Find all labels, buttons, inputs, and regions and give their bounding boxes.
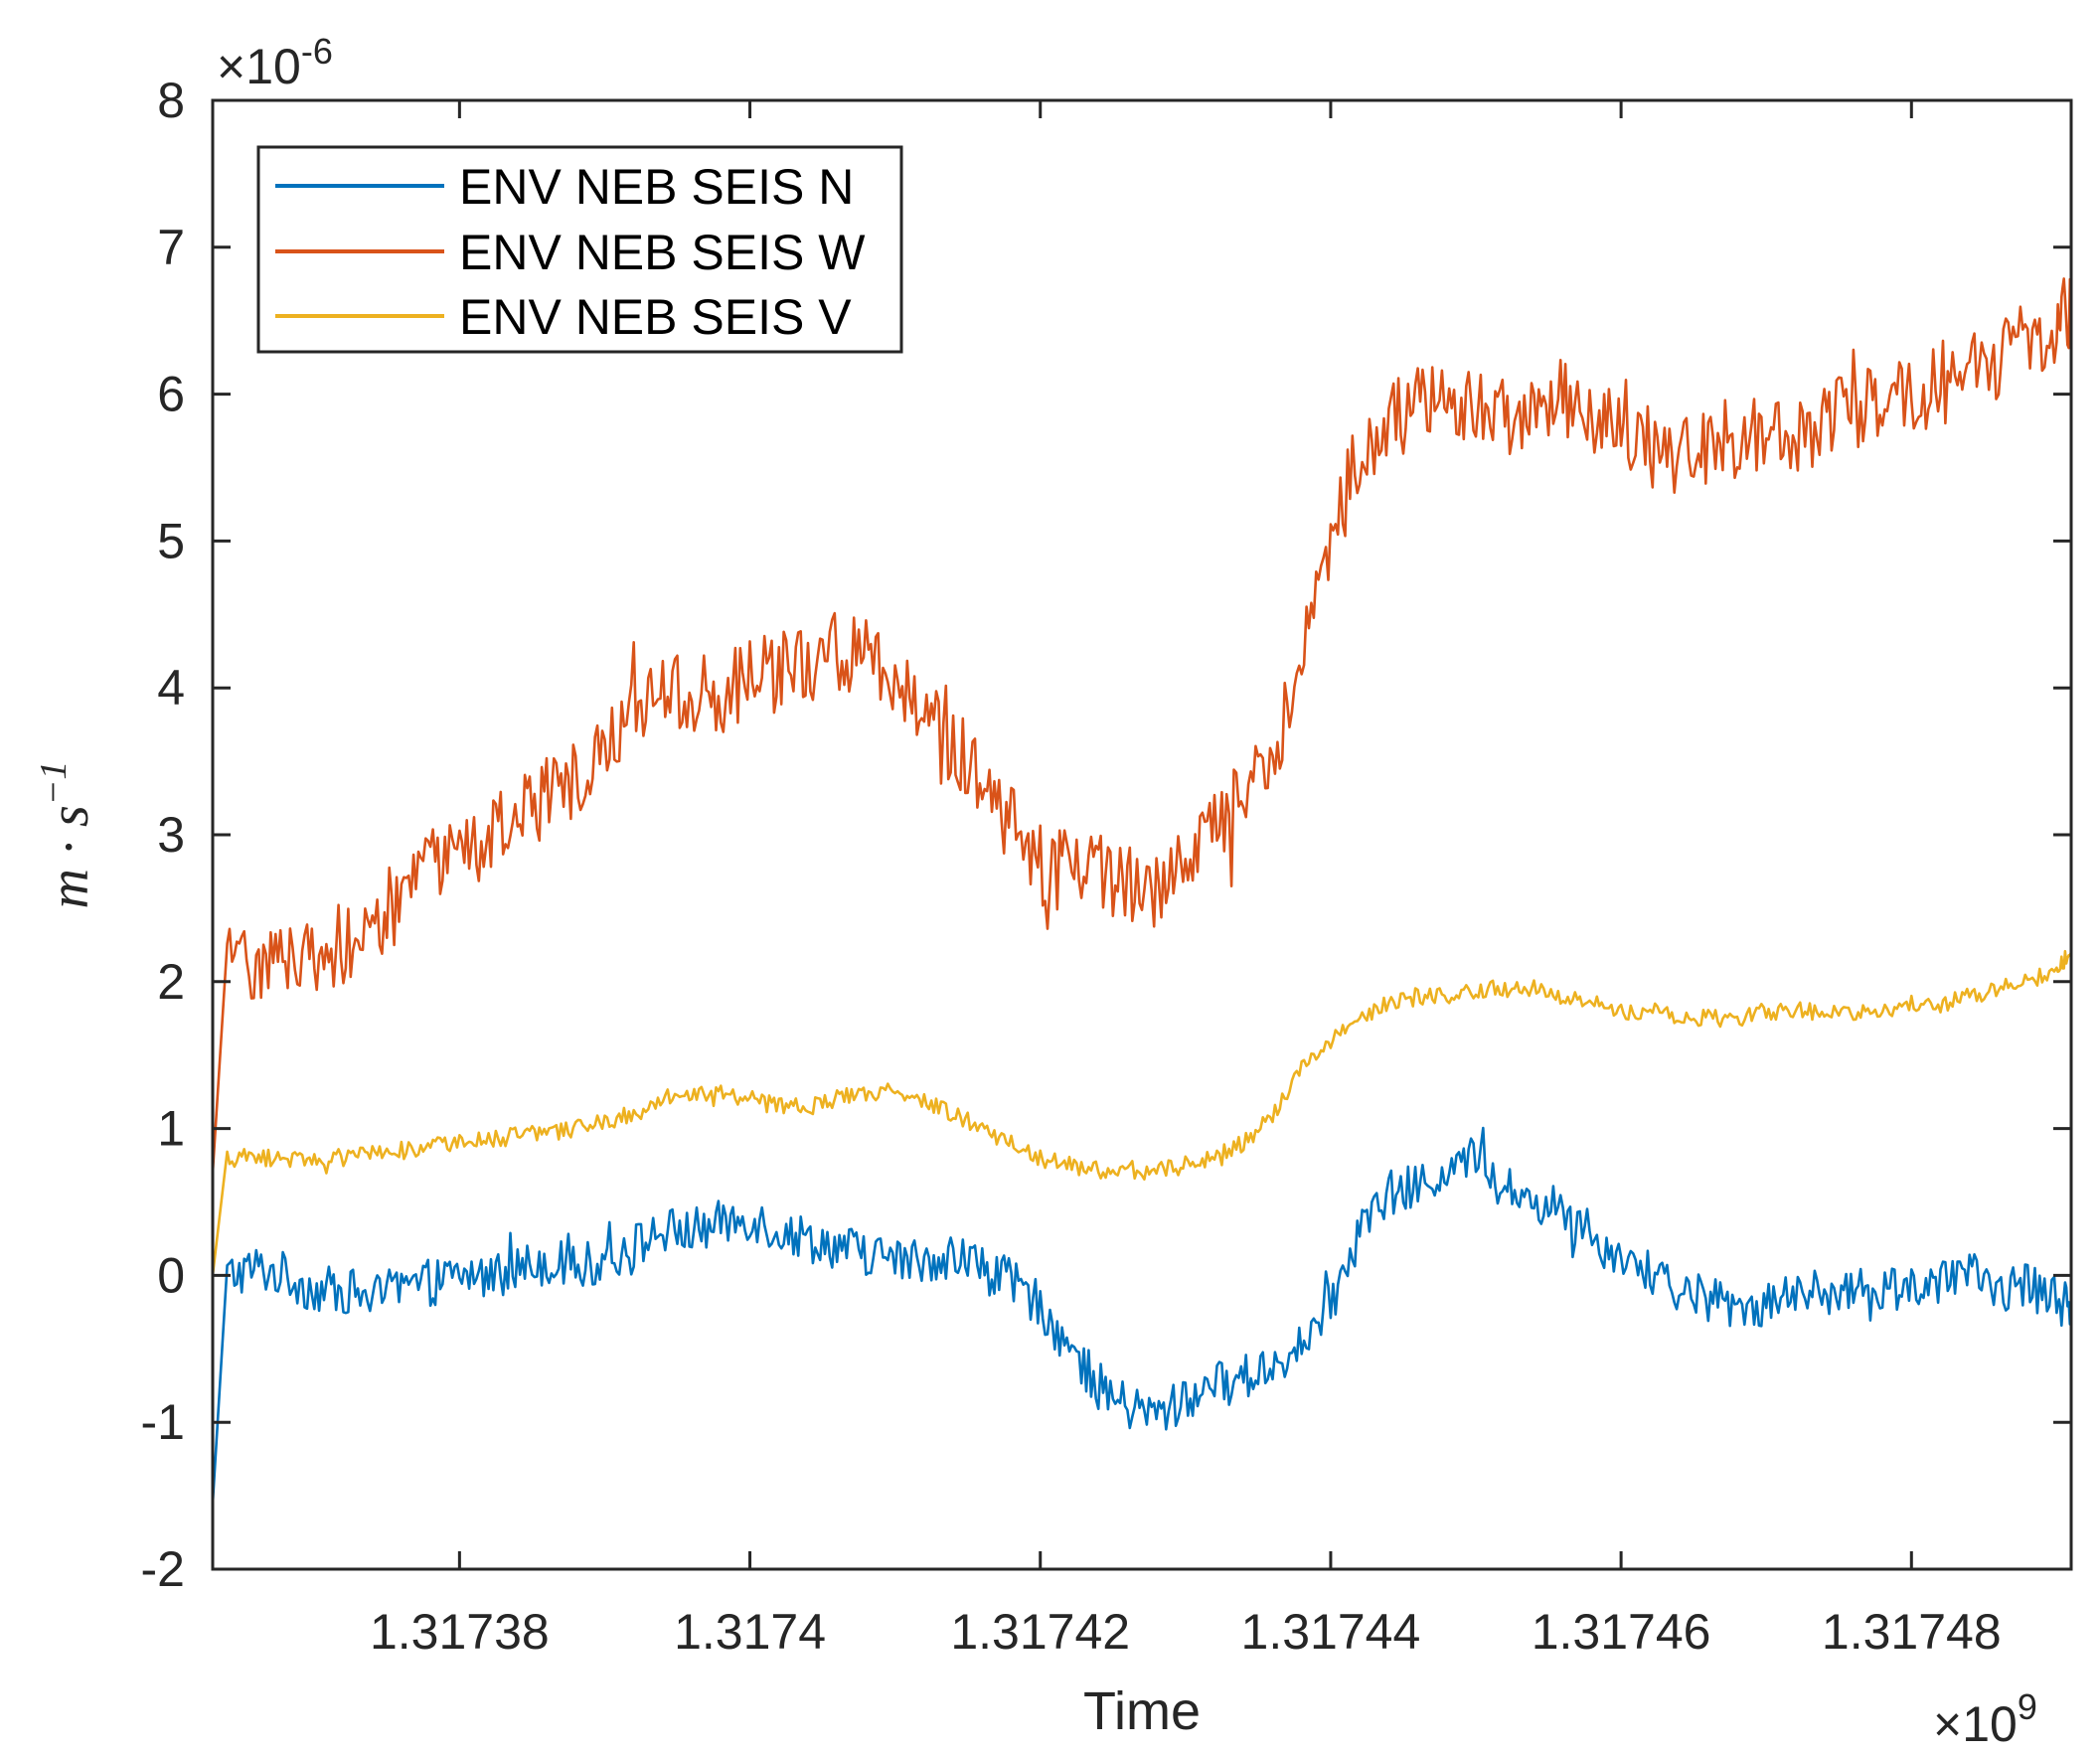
- y-tick-label: 0: [157, 1247, 185, 1303]
- y-multiplier-base: ×10: [217, 39, 301, 94]
- x-tick-label: 1.31746: [1532, 1604, 1711, 1660]
- y-tick-label: 4: [157, 660, 185, 716]
- y-multiplier-exponent: -6: [301, 31, 333, 72]
- x-axis-title: Time: [1083, 1681, 1201, 1741]
- x-multiplier-base: ×10: [1933, 1696, 2018, 1752]
- series-line-env-neb-seis-n: [211, 1126, 2073, 1504]
- x-tick-label: 1.31742: [950, 1604, 1130, 1660]
- y-axis-title: m · s−1: [33, 761, 100, 909]
- y-tick-label: -1: [141, 1394, 185, 1450]
- y-tick-label: 7: [157, 220, 185, 275]
- y-tick-label: 3: [157, 807, 185, 863]
- legend-label-v: ENV NEB SEIS V: [459, 289, 852, 345]
- y-axis-title-base: m · s: [39, 805, 100, 908]
- x-multiplier-exponent: 9: [2018, 1686, 2037, 1727]
- x-tick-label: 1.31744: [1241, 1604, 1421, 1660]
- y-tick-label: 2: [157, 954, 185, 1010]
- tick-layer: -2 -1 0 1 2 3 4 5 6 7 8 1.31738 1.3174 1.31742 1.31744…: [141, 73, 2071, 1660]
- y-tick-label: 1: [157, 1101, 185, 1157]
- series-line-env-neb-seis-v: [211, 949, 2073, 1276]
- legend: ENV NEB SEIS N ENV NEB SEIS W ENV NEB SE…: [256, 145, 903, 354]
- x-tick-label: 1.31748: [1822, 1604, 2002, 1660]
- y-tick-label: -2: [141, 1541, 185, 1597]
- x-tick-label: 1.31738: [370, 1604, 550, 1660]
- series-line-env-neb-seis-w: [211, 277, 2073, 1173]
- legend-label-n: ENV NEB SEIS N: [459, 159, 854, 215]
- series-layer: [211, 277, 2073, 1504]
- x-tick-label: 1.3174: [674, 1604, 826, 1660]
- y-multiplier: ×10-6: [217, 31, 333, 94]
- y-tick-label: 8: [157, 73, 185, 128]
- y-axis-title-exponent: −1: [33, 761, 75, 806]
- x-multiplier: ×109: [1933, 1686, 2037, 1752]
- y-tick-label: 6: [157, 367, 185, 422]
- y-tick-label: 5: [157, 513, 185, 568]
- legend-label-w: ENV NEB SEIS W: [459, 225, 866, 280]
